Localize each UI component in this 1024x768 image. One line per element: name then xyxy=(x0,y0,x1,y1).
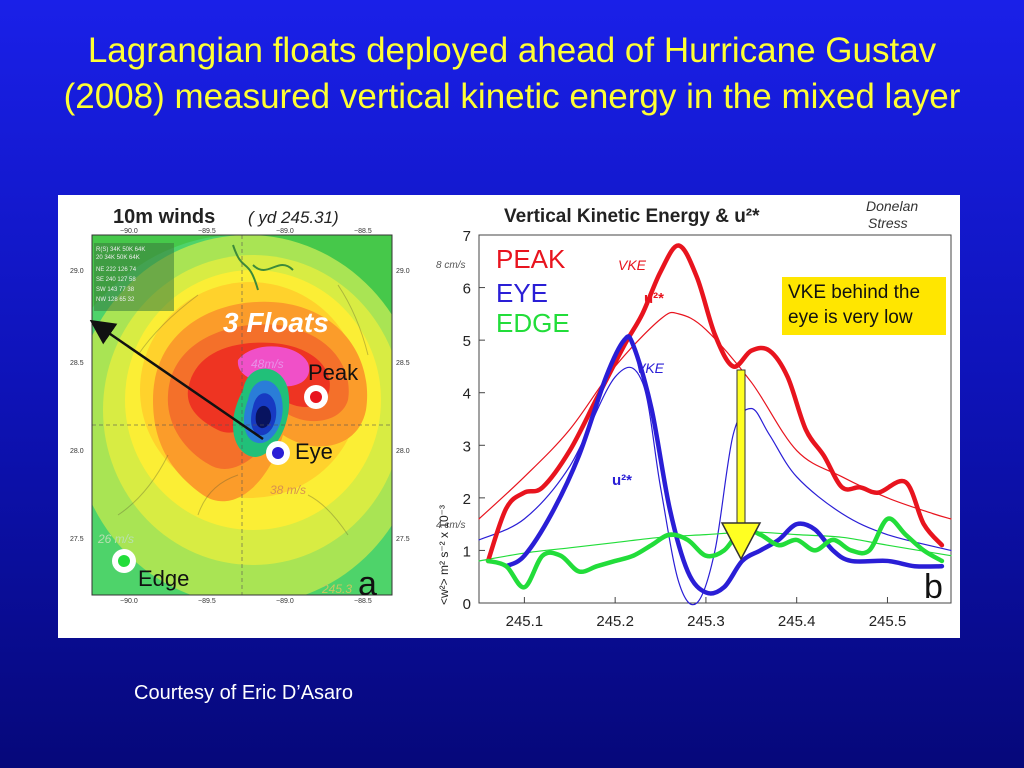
svg-text:−88.5: −88.5 xyxy=(354,228,372,235)
eye-float-label: Eye xyxy=(295,439,333,464)
vke-chart: Vertical Kinetic Energy & u²* Donelan St… xyxy=(436,198,952,630)
wind-label-26: 26 m/s xyxy=(97,532,134,546)
corner-note-line2: Stress xyxy=(868,215,908,231)
annotation-box: VKE behind the eye is very low xyxy=(782,277,946,335)
edge-float-label: Edge xyxy=(138,566,189,591)
svg-text:28.0: 28.0 xyxy=(70,448,84,455)
series-eye-ustar2-line xyxy=(478,366,952,606)
x-tick-label: 245.2 xyxy=(596,613,634,630)
svg-text:28.0: 28.0 xyxy=(396,448,410,455)
annotation-u2-peak: u²* xyxy=(644,290,664,307)
svg-text:29.0: 29.0 xyxy=(396,268,410,275)
svg-text:SW 143 77 38: SW 143 77 38 xyxy=(96,287,135,293)
svg-text:−89.0: −89.0 xyxy=(276,598,294,605)
series-eye-vke-line xyxy=(503,334,945,596)
annotation-box-text: VKE behind the eye is very low xyxy=(788,282,921,328)
corner-note-line1: Donelan xyxy=(866,198,918,214)
svg-text:20 34K 50K 64K: 20 34K 50K 64K xyxy=(96,255,140,261)
series-peak-vke-line xyxy=(485,243,945,564)
floats-label: 3 Floats xyxy=(223,307,329,338)
svg-text:28.5: 28.5 xyxy=(70,360,84,367)
peak-float-marker xyxy=(304,385,328,409)
legend-eye: EYE xyxy=(496,278,548,308)
svg-text:SE 240 127 58: SE 240 127 58 xyxy=(96,277,136,283)
x-tick-label: 245.4 xyxy=(778,613,816,630)
legend-edge: EDGE xyxy=(496,308,570,338)
side-label-4cm: 4 cm/s xyxy=(436,520,465,531)
x-tick-label: 245.5 xyxy=(869,613,907,630)
y-tick-label: 6 xyxy=(463,281,471,298)
map-panel-letter: a xyxy=(358,565,377,603)
y-tick-label: 2 xyxy=(463,491,471,508)
svg-text:27.5: 27.5 xyxy=(70,536,84,543)
plot-frame xyxy=(478,234,952,604)
svg-text:R(S) 34K 50K 64K: R(S) 34K 50K 64K xyxy=(96,247,145,253)
svg-text:−89.5: −89.5 xyxy=(198,598,216,605)
svg-text:29.0: 29.0 xyxy=(70,268,84,275)
highlight-arrow xyxy=(720,369,762,561)
plot-area: 0 1 2 3 4 5 6 7 245.1 245.2 245.3 245.4 245.5 xyxy=(463,228,952,630)
annotation-vke-eye: VKE xyxy=(636,360,665,376)
map-title: 10m winds xyxy=(113,206,215,228)
svg-text:−88.5: −88.5 xyxy=(354,598,372,605)
x-tick-label: 245.3 xyxy=(687,613,725,630)
y-axis-label: <w²> m² s⁻² x 10⁻³ xyxy=(437,505,451,605)
annotation-u2-eye: u²* xyxy=(612,472,632,489)
y-tick-label: 0 xyxy=(463,596,471,613)
eye-float-marker xyxy=(266,441,290,465)
credit-text: Courtesy of Eric D’Asaro xyxy=(134,682,353,704)
map-subtitle: ( yd 245.31) xyxy=(248,208,339,227)
legend-peak: PEAK xyxy=(496,244,566,274)
y-tick-label: 4 xyxy=(463,386,471,403)
wind-label-48: 48m/s xyxy=(251,357,284,371)
series-peak-ustar2-line xyxy=(478,311,952,520)
svg-text:NW 128 65 32: NW 128 65 32 xyxy=(96,297,135,303)
wind-map: 10m winds ( yd 245.31) R(S) 34K 50K 64K xyxy=(70,206,410,605)
series-edge-ustar2-line xyxy=(478,531,952,562)
y-tick-label: 3 xyxy=(463,438,471,455)
svg-text:−89.5: −89.5 xyxy=(198,228,216,235)
storm-track-arrow xyxy=(89,319,264,441)
y-tick-label: 5 xyxy=(463,333,471,350)
slide-title: Lagrangian floats deployed ahead of Hurr… xyxy=(63,31,961,116)
wind-radii-table: R(S) 34K 50K 64K 20 34K 50K 64K NE 222 1… xyxy=(96,247,145,303)
side-label-8cm: 8 cm/s xyxy=(436,260,465,271)
x-tick-label: 245.1 xyxy=(506,613,544,630)
figure-panel: 10m winds ( yd 245.31) R(S) 34K 50K 64K xyxy=(58,195,960,638)
y-tick-label: 7 xyxy=(463,228,471,245)
chart-title: Vertical Kinetic Energy & u²* xyxy=(504,206,760,227)
svg-text:−90.0: −90.0 xyxy=(120,228,138,235)
svg-text:27.5: 27.5 xyxy=(396,536,410,543)
map-stamp: 245.3 xyxy=(321,582,352,596)
peak-float-label: Peak xyxy=(308,360,359,385)
svg-text:−89.0: −89.0 xyxy=(276,228,294,235)
svg-text:−90.0: −90.0 xyxy=(120,598,138,605)
annotation-vke-peak: VKE xyxy=(618,257,647,273)
svg-text:28.5: 28.5 xyxy=(396,360,410,367)
y-tick-label: 1 xyxy=(463,543,471,560)
map-axis-ticks: −90.0 −89.5 −89.0 −88.5 −90.0 −89.5 −89.… xyxy=(70,228,410,605)
series-edge-vke-line xyxy=(485,516,945,590)
wind-contours xyxy=(92,235,392,595)
svg-text:NE 222 126 74: NE 222 126 74 xyxy=(96,267,137,273)
chart-panel-letter: b xyxy=(924,568,943,606)
wind-label-38: 38 m/s xyxy=(270,483,306,497)
edge-float-marker xyxy=(112,549,136,573)
